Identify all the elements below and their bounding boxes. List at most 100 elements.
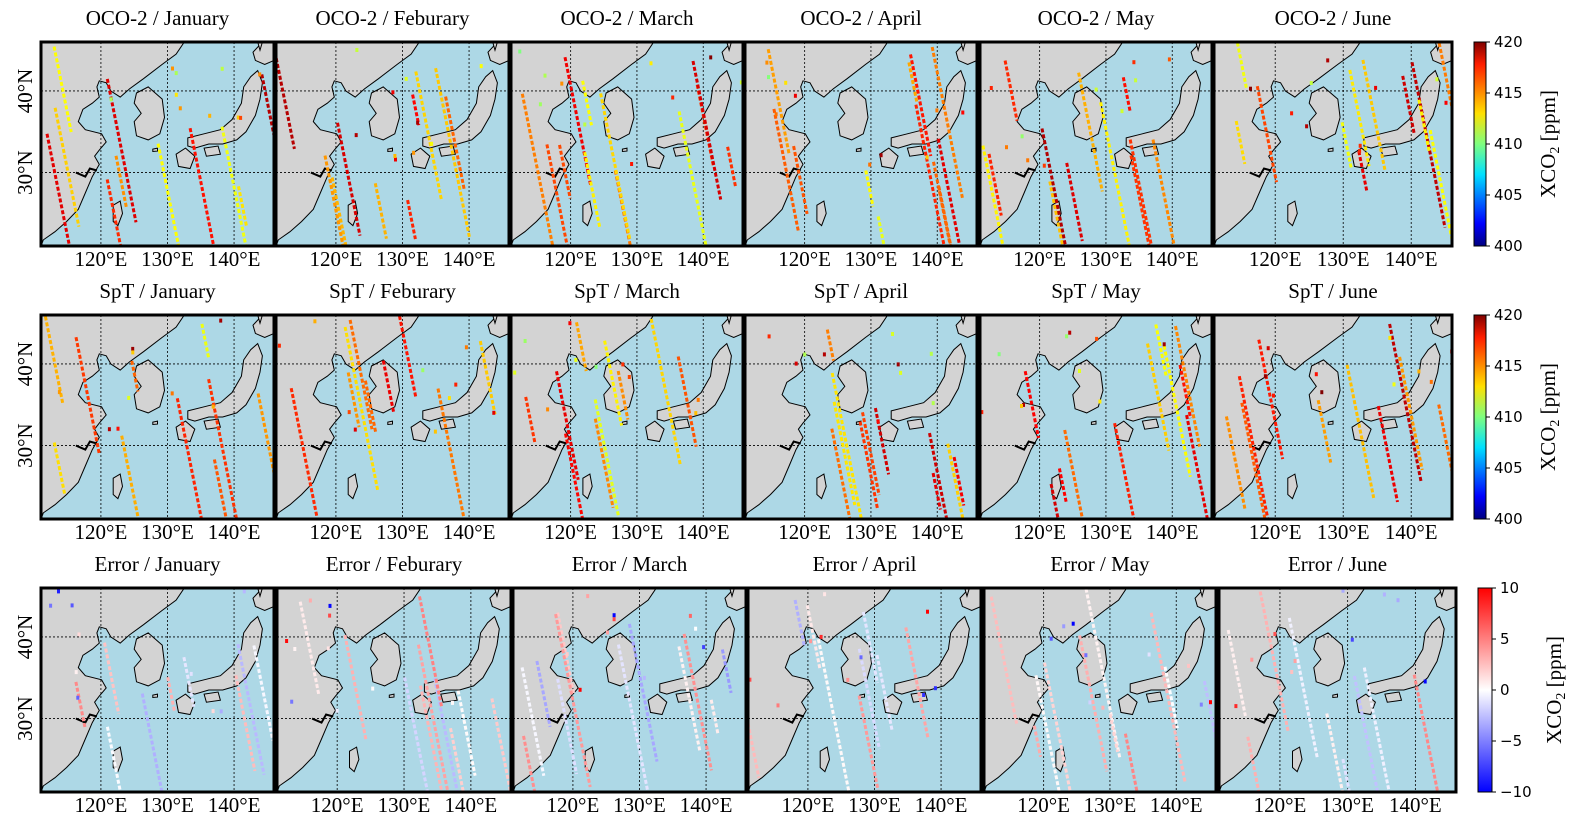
lat-tick-label: 30°N — [13, 423, 37, 468]
swath-track — [520, 93, 555, 246]
swath-track — [599, 93, 632, 241]
land-continent — [41, 315, 185, 519]
land-jeju — [387, 147, 393, 153]
swath-track — [120, 435, 140, 519]
land-korea — [133, 359, 166, 414]
obs-pixel — [642, 675, 646, 680]
obs-pixel — [1374, 85, 1378, 90]
obs-pixel — [1049, 636, 1053, 641]
swath-track — [336, 122, 362, 236]
obs-pixel — [1065, 334, 1069, 339]
swath-track — [907, 62, 919, 102]
obs-pixel — [107, 427, 111, 432]
map-panel-error-3: Error / March 120°E 130°E 140°E — [511, 552, 748, 817]
colorbar-error: 10 5 0 −5 −10 XCO2 [ppm] — [1477, 579, 1569, 801]
lon-tick-label: 120°E — [1254, 793, 1307, 817]
obs-pixel — [586, 594, 590, 599]
panel-title: OCO-2 / May — [1038, 6, 1155, 30]
swath-track — [627, 623, 659, 762]
obs-pixel — [538, 102, 542, 107]
swath-track — [861, 611, 879, 684]
obs-pixel — [394, 157, 397, 162]
panel-frame — [274, 40, 511, 248]
land-shikoku — [203, 145, 222, 157]
swath-track — [289, 387, 319, 519]
lon-tick-label: 130°E — [1084, 793, 1137, 817]
land-continent — [980, 42, 1124, 246]
lon-tick-label: 120°E — [1013, 247, 1066, 271]
swath-track — [772, 108, 800, 232]
swath-track — [720, 649, 733, 694]
land-taiwan — [1287, 200, 1298, 227]
land-sakhalin — [494, 588, 500, 599]
swath-track — [323, 155, 345, 246]
satellite-tracks — [1234, 42, 1452, 246]
swath-track — [936, 138, 962, 246]
map-panel-oco2-3: OCO-2 / March 120°E 130°E 140°E — [509, 6, 745, 271]
swath-track — [564, 433, 585, 519]
lon-tick-label: 130°E — [376, 247, 429, 271]
swath-track — [875, 654, 894, 731]
land-korea — [837, 359, 869, 414]
colorbar-tick-label: 405 — [1494, 459, 1523, 477]
obs-pixel — [823, 592, 827, 597]
land-korea — [837, 86, 869, 141]
land-honshu — [890, 69, 966, 149]
colorbar-tick-label: 415 — [1494, 357, 1523, 375]
swath-track — [830, 428, 852, 519]
land-continent — [511, 315, 655, 519]
obs-pixel — [1094, 87, 1098, 92]
lon-tick-label: 130°E — [1080, 520, 1133, 544]
land-sakhalin — [960, 315, 966, 326]
swath-track — [1123, 733, 1139, 792]
land-shikoku — [1384, 691, 1403, 703]
land-sakhalin — [1195, 42, 1201, 53]
swath-track — [478, 340, 497, 415]
river-line — [311, 713, 334, 724]
obs-pixel — [1314, 372, 1318, 377]
land-jeju — [152, 693, 158, 699]
panel-frame — [982, 586, 1218, 794]
swath-track — [726, 146, 738, 189]
map-panel-error-4: Error / April 120°E 130°E 140°E — [746, 552, 983, 817]
obs-pixel — [809, 639, 813, 644]
obs-pixel — [353, 427, 357, 432]
swath-track — [260, 74, 274, 136]
land-kyushu — [175, 420, 196, 443]
satellite-tracks — [43, 316, 274, 519]
obs-pixel — [1309, 81, 1313, 85]
swath-track — [114, 155, 128, 209]
swath-track — [182, 656, 196, 707]
lon-tick-label: 120°E — [782, 793, 835, 817]
satellite-tracks — [513, 318, 700, 519]
lon-tick-label: 140°E — [443, 520, 496, 544]
obs-pixel — [74, 670, 78, 675]
obs-pixel — [518, 49, 522, 54]
lon-tick-label: 130°E — [378, 793, 431, 817]
obs-pixel — [630, 162, 634, 166]
obs-pixel — [1026, 158, 1030, 163]
obs-pixel — [774, 112, 778, 117]
obs-pixel — [326, 646, 330, 651]
map-panel-oco2-6: OCO-2 / June 120°E 130°E 140°E — [1212, 6, 1454, 271]
land-continent — [1214, 42, 1362, 246]
panel-title: SpT / April — [814, 279, 908, 303]
swath-track — [1128, 139, 1154, 246]
land-korea — [133, 86, 166, 141]
swath-track — [276, 57, 296, 150]
obs-pixel — [391, 90, 395, 95]
obs-pixel — [464, 345, 468, 350]
obs-pixel — [171, 66, 174, 71]
swath-track — [520, 667, 546, 777]
swath-track — [1255, 85, 1278, 183]
river-line — [1018, 713, 1040, 724]
swath-track — [414, 71, 443, 200]
obs-pixel — [355, 48, 359, 52]
swath-track — [1357, 150, 1369, 192]
map-panel-oco2-1: OCO-2 / January 120°E 130°E 140°E 40°N 30°N — [13, 6, 276, 271]
land-honshu — [656, 69, 732, 149]
obs-pixel — [989, 86, 993, 90]
land-taiwan — [819, 746, 831, 773]
obs-pixel — [49, 603, 53, 608]
land-korea — [603, 86, 635, 141]
